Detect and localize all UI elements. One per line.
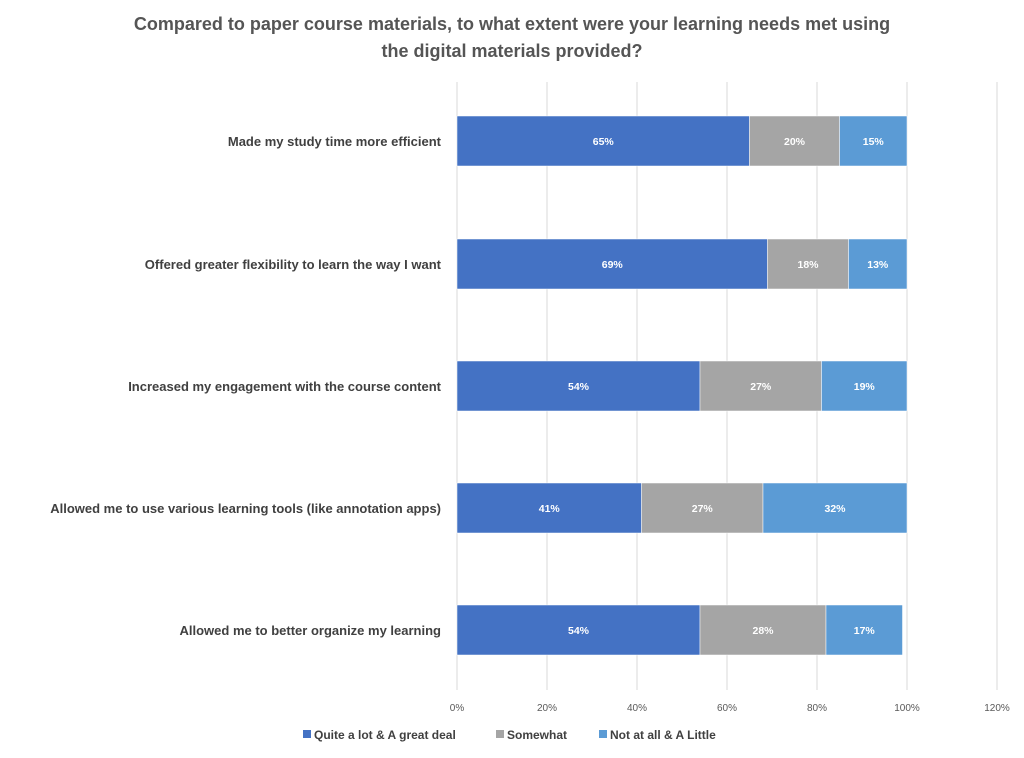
legend-swatch [496,730,504,738]
bar-segment [456,482,642,534]
bar-segment [821,360,908,412]
legend-label: Not at all & A Little [610,728,716,742]
data-label: 15% [863,136,885,148]
x-tick-label: 80% [807,703,827,714]
data-label: 54% [568,381,590,393]
bars-layer: 65% 20% 15% 69% 18% 13% 54% 27% 19% 41% 27% 32% 54% 2… [456,115,908,656]
bar-segment [456,238,768,290]
data-label: 69% [602,259,624,271]
category-labels: Made my study time more efficient Offered… [50,134,441,638]
data-label: 19% [854,381,876,393]
data-label: 27% [750,381,772,393]
bar-segment [762,482,908,534]
data-label: 20% [784,136,806,148]
legend-swatch [303,730,311,738]
bar-segment [456,360,701,412]
category-label: Made my study time more efficient [228,134,442,149]
x-tick-label: 100% [894,703,920,714]
x-axis-tick-labels: 0% 20% 40% 60% 80% 100% 120% [450,703,1010,714]
bar-segment [848,238,908,290]
legend: Quite a lot & A great deal Somewhat Not at… [303,728,716,742]
legend-label: Quite a lot & A great deal [314,728,456,742]
bar-segment [699,604,827,656]
x-tick-label: 120% [984,703,1010,714]
data-label: 65% [593,136,615,148]
bar-segment [699,360,822,412]
data-label: 27% [692,503,714,515]
x-tick-label: 40% [627,703,647,714]
category-label: Allowed me to use various learning tools… [50,501,441,516]
data-label: 28% [752,625,774,637]
legend-label: Somewhat [507,728,567,742]
bar-segment [767,238,849,290]
bar-segment [825,604,903,656]
category-label: Increased my engagement with the course … [128,379,441,394]
bar-segment [456,115,750,167]
chart-title-line-1: Compared to paper course materials, to w… [134,14,890,34]
x-tick-label: 60% [717,703,737,714]
category-label: Offered greater flexibility to learn the… [145,257,442,272]
chart-title-line-2: the digital materials provided? [381,41,642,61]
data-label: 41% [539,503,561,515]
x-tick-label: 0% [450,703,465,714]
data-label: 13% [867,259,889,271]
bar-segment [641,482,764,534]
data-label: 32% [824,503,846,515]
x-tick-label: 20% [537,703,557,714]
data-label: 17% [854,625,876,637]
bar-segment [749,115,840,167]
bar-segment [456,604,701,656]
bar-segment [839,115,908,167]
data-label: 18% [797,259,819,271]
data-label: 54% [568,625,590,637]
category-label: Allowed me to better organize my learnin… [180,623,442,638]
legend-swatch [599,730,607,738]
